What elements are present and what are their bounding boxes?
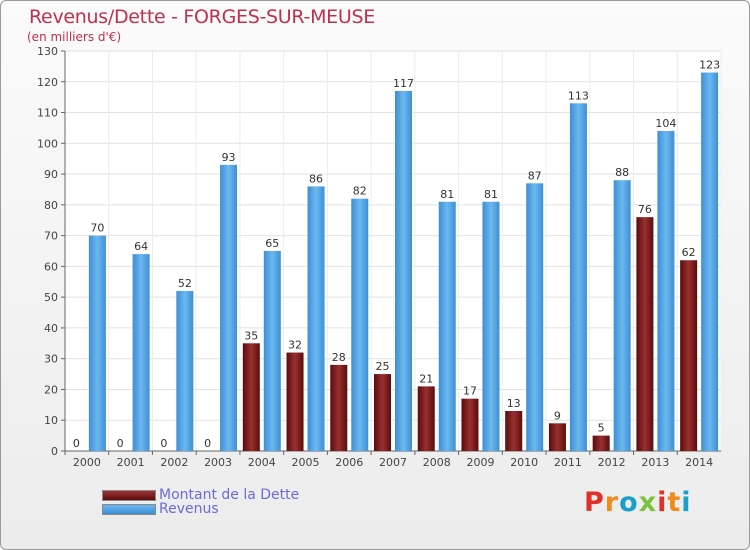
revenue-bar: [132, 254, 150, 451]
chart-subtitle: (en milliers d'€): [27, 30, 122, 44]
x-tick-label: 2006: [335, 456, 363, 469]
revenue-value-label: 123: [699, 59, 720, 72]
revenue-bar: [526, 183, 544, 452]
debt-value-label: 32: [288, 339, 302, 352]
y-tick-label: 10: [44, 414, 58, 427]
debt-bar: [286, 352, 304, 451]
x-tick-label: 2008: [423, 456, 451, 469]
y-tick-label: 0: [51, 445, 58, 458]
legend-item-revenue: Revenus: [102, 501, 219, 517]
revenue-bar: [88, 235, 106, 451]
revenue-value-label: 88: [615, 166, 629, 179]
debt-value-label: 13: [507, 397, 521, 410]
revenue-value-label: 65: [265, 237, 279, 250]
legend-swatch-debt: [102, 489, 156, 501]
revenue-value-label: 52: [178, 277, 192, 290]
x-tick-label: 2002: [160, 456, 188, 469]
revenue-bar: [263, 251, 281, 451]
revenue-value-label: 93: [222, 151, 236, 164]
revenue-value-label: 87: [528, 169, 542, 182]
x-tick-label: 2005: [292, 456, 320, 469]
debt-bar: [417, 386, 435, 451]
debt-value-label: 0: [73, 437, 80, 450]
debt-value-label: 9: [554, 409, 561, 422]
debt-bar: [680, 260, 698, 451]
legend-swatch-revenue: [102, 503, 156, 515]
revenue-bar: [657, 131, 675, 451]
revenue-value-label: 113: [568, 89, 589, 102]
debt-bar: [374, 374, 391, 451]
debt-value-label: 21: [419, 372, 433, 385]
revenue-bar: [351, 198, 369, 451]
debt-value-label: 0: [117, 437, 124, 450]
revenue-value-label: 81: [440, 188, 454, 201]
revenue-bar: [307, 186, 325, 451]
x-tick-label: 2007: [379, 456, 407, 469]
x-tick-label: 2012: [598, 456, 626, 469]
debt-bar: [592, 435, 610, 451]
x-tick-label: 2010: [510, 456, 538, 469]
debt-value-label: 35: [244, 329, 258, 342]
x-tick-label: 2001: [117, 456, 145, 469]
debt-bar: [548, 423, 566, 451]
y-tick-label: 90: [44, 168, 58, 181]
x-tick-label: 2000: [73, 456, 101, 469]
debt-bar: [461, 398, 479, 451]
y-tick-label: 70: [44, 230, 58, 243]
plot-area: [65, 51, 721, 451]
y-tick-label: 20: [44, 383, 58, 396]
revenue-value-label: 81: [484, 188, 498, 201]
revenue-bar: [613, 180, 631, 451]
revenue-bar: [438, 201, 456, 451]
x-tick-label: 2011: [554, 456, 582, 469]
y-tick-label: 30: [44, 353, 58, 366]
debt-value-label: 25: [376, 360, 390, 373]
y-tick-label: 50: [44, 291, 58, 304]
debt-value-label: 0: [160, 437, 167, 450]
revenue-value-label: 117: [393, 77, 414, 90]
y-tick-label: 80: [44, 199, 58, 212]
x-tick-label: 2014: [685, 456, 713, 469]
revenue-bar: [176, 291, 194, 451]
debt-value-label: 28: [332, 351, 346, 364]
x-tick-label: 2013: [641, 456, 669, 469]
revenue-value-label: 82: [353, 185, 367, 198]
debt-bar: [330, 364, 348, 451]
revenue-value-label: 104: [655, 117, 676, 130]
revenue-bar: [395, 91, 412, 451]
debt-value-label: 0: [204, 437, 211, 450]
revenue-value-label: 64: [134, 240, 148, 253]
y-tick-label: 110: [37, 107, 58, 120]
revenue-bar: [220, 164, 238, 451]
y-tick-label: 120: [37, 76, 58, 89]
debt-bar: [242, 343, 260, 451]
chart-title: Revenus/Dette - FORGES-SUR-MEUSE: [29, 6, 375, 28]
revenue-bar: [482, 201, 500, 451]
debt-value-label: 17: [463, 385, 477, 398]
revenue-bar: [701, 72, 719, 452]
x-tick-label: 2004: [248, 456, 276, 469]
y-tick-label: 60: [44, 260, 58, 273]
revenue-value-label: 86: [309, 172, 323, 185]
debt-value-label: 5: [598, 422, 605, 435]
proxiti-logo: Proxiti: [584, 487, 692, 518]
y-tick-label: 100: [37, 137, 58, 150]
y-tick-label: 40: [44, 322, 58, 335]
debt-bar: [505, 411, 523, 451]
debt-value-label: 62: [682, 246, 696, 259]
legend-label-debt: Montant de la Dette: [159, 487, 300, 503]
x-tick-label: 2003: [204, 456, 232, 469]
revenue-value-label: 70: [90, 222, 104, 235]
debt-bar: [636, 217, 654, 451]
debt-value-label: 76: [638, 203, 652, 216]
y-tick-label: 130: [37, 45, 58, 58]
revenue-bar: [569, 103, 587, 452]
legend-item-debt: Montant de la Dette: [102, 487, 300, 503]
legend-label-revenue: Revenus: [159, 501, 219, 517]
x-tick-label: 2009: [466, 456, 494, 469]
